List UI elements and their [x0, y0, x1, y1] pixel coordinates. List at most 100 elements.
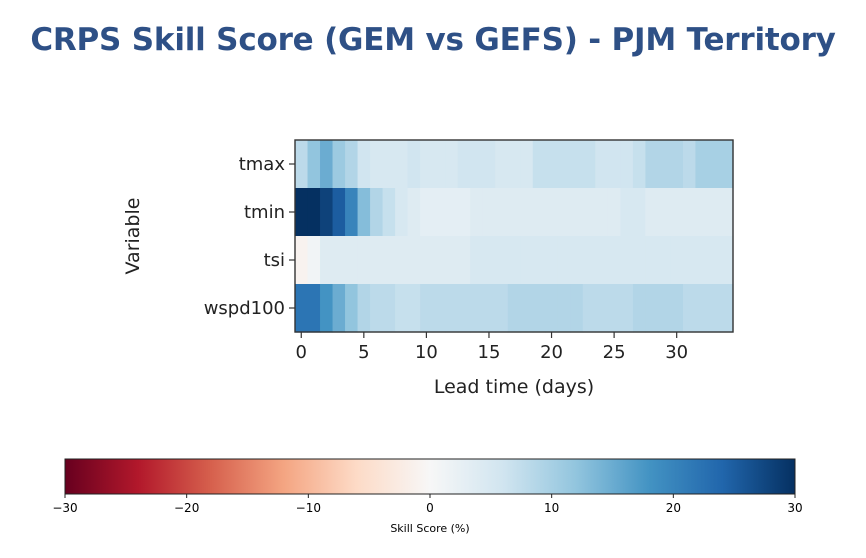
heatmap-cell: [657, 188, 672, 237]
heatmap-cell: [557, 188, 571, 237]
x-tick-label: 5: [358, 342, 369, 363]
heatmap-cell: [370, 236, 384, 285]
heatmap-cell: [470, 188, 484, 237]
y-tick-label: wspd100: [204, 298, 285, 319]
heatmap-cell: [445, 140, 459, 189]
heatmap-cell: [582, 188, 596, 237]
heatmap-cell: [370, 140, 384, 189]
heatmap-cell: [695, 188, 709, 237]
heatmap-cell: [645, 284, 659, 333]
y-tick-label: tmin: [244, 202, 285, 223]
heatmap-cell: [370, 188, 384, 237]
heatmap-cell: [357, 236, 371, 285]
heatmap-cell: [532, 140, 546, 189]
colorbar-tick-label: 0: [426, 501, 434, 515]
heatmap-cell: [345, 188, 359, 237]
heatmap-cell: [670, 140, 684, 189]
heatmap-cell: [557, 236, 571, 285]
heatmap-cell: [657, 236, 672, 285]
heatmap-cells: [295, 140, 734, 333]
heatmap-cell: [720, 140, 734, 189]
colorbar-ticks: −30 −20 −10 0 10 20 30: [52, 494, 803, 515]
heatmap-cell: [670, 284, 684, 333]
colorbar-tick-label: 20: [666, 501, 681, 515]
heatmap-cell: [332, 140, 346, 189]
heatmap-cell: [645, 236, 659, 285]
heatmap-cell: [307, 140, 321, 189]
heatmap-cell: [595, 236, 609, 285]
heatmap-cell: [457, 188, 471, 237]
heatmap-cell: [695, 140, 709, 189]
heatmap-cell: [495, 188, 509, 237]
x-tick-label: 25: [603, 342, 626, 363]
heatmap-cell: [532, 188, 546, 237]
heatmap-cell: [595, 284, 609, 333]
heatmap-cell: [457, 140, 471, 189]
heatmap-cell: [545, 236, 559, 285]
heatmap-cell: [557, 284, 571, 333]
heatmap-cell: [470, 284, 484, 333]
heatmap-cell: [345, 140, 359, 189]
heatmap-cell: [695, 284, 709, 333]
heatmap-cell: [482, 140, 496, 189]
heatmap-cell: [632, 284, 646, 333]
heatmap-cell: [320, 284, 334, 333]
colorbar-tick-label: −30: [52, 501, 77, 515]
heatmap-cell: [307, 236, 321, 285]
heatmap-cell: [357, 188, 371, 237]
heatmap-cell: [507, 188, 521, 237]
heatmap-cell: [570, 284, 584, 333]
heatmap-cell: [357, 140, 371, 189]
heatmap-cell: [457, 236, 471, 285]
heatmap-cell: [295, 140, 309, 189]
heatmap-cell: [407, 236, 421, 285]
y-tick-label: tmax: [239, 154, 286, 175]
heatmap-cell: [295, 236, 309, 285]
heatmap-cell: [632, 140, 646, 189]
heatmap-cell: [570, 140, 584, 189]
heatmap-cell: [720, 284, 734, 333]
heatmap-cell: [520, 188, 534, 237]
heatmap-cell: [345, 284, 359, 333]
heatmap-cell: [420, 140, 434, 189]
heatmap-cell: [395, 236, 409, 285]
heatmap-cell: [545, 188, 559, 237]
heatmap-cell: [582, 140, 596, 189]
heatmap-cell: [445, 188, 459, 237]
heatmap-cell: [320, 140, 334, 189]
heatmap-cell: [332, 188, 346, 237]
page-title: CRPS Skill Score (GEM vs GEFS) - PJM Ter…: [30, 22, 836, 58]
heatmap-cell: [432, 284, 446, 333]
heatmap-cell: [507, 284, 521, 333]
heatmap-cell: [707, 140, 722, 189]
heatmap-cell: [370, 284, 384, 333]
heatmap-cell: [707, 188, 722, 237]
heatmap-cell: [295, 284, 309, 333]
heatmap-cell: [507, 236, 521, 285]
heatmap-cell: [445, 236, 459, 285]
heatmap-cell: [545, 140, 559, 189]
x-tick-label: 20: [540, 342, 563, 363]
colorbar-tick-label: 10: [544, 501, 559, 515]
heatmap-cell: [432, 140, 446, 189]
heatmap-cell: [395, 284, 409, 333]
heatmap-cell: [532, 284, 546, 333]
heatmap-cell: [395, 188, 409, 237]
heatmap-cell: [532, 236, 546, 285]
heatmap-cell: [682, 236, 697, 285]
heatmap-cell: [670, 236, 684, 285]
heatmap-cell: [607, 140, 621, 189]
heatmap-cell: [495, 140, 509, 189]
heatmap-cell: [432, 188, 446, 237]
heatmap-cell: [595, 188, 609, 237]
y-axis: tmax tmin tsi wspd100: [204, 154, 295, 319]
heatmap-cell: [545, 284, 559, 333]
heatmap-cell: [582, 284, 596, 333]
heatmap-cell: [520, 236, 534, 285]
colorbar: [64, 458, 796, 495]
heatmap-cell: [620, 140, 634, 189]
heatmap-cell: [620, 188, 634, 237]
heatmap-cell: [707, 284, 722, 333]
y-axis-label: Variable: [122, 198, 144, 275]
